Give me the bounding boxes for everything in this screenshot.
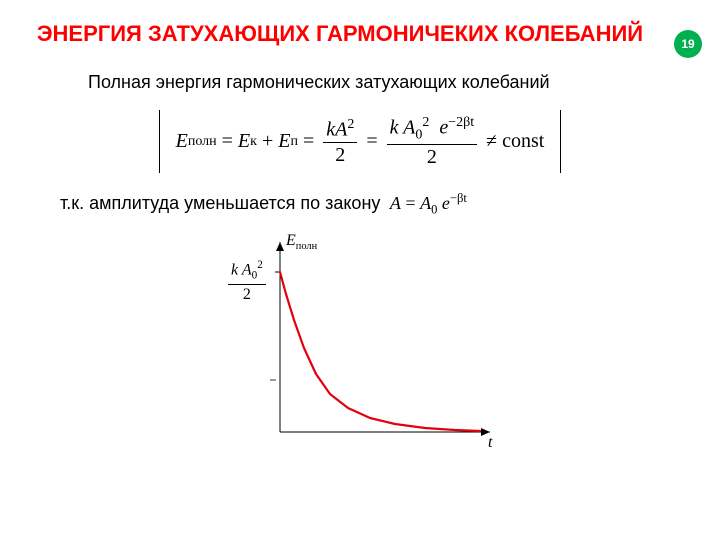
- neq-const: ≠ const: [486, 130, 544, 153]
- intro-text: Полная энергия гармонических затухающих …: [88, 72, 550, 92]
- x-axis-label: t: [488, 434, 492, 452]
- sub-full: полн: [188, 134, 217, 150]
- y-tick-label: k A02 2: [224, 260, 270, 303]
- page-title: ЭНЕРГИЯ ЗАТУХАЮЩИХ ГАРМОНИЧЕКИХ КОЛЕБАНИ…: [0, 20, 720, 48]
- amplitude-formula: A = A0 e−βt: [385, 193, 466, 213]
- sub-p: п: [290, 134, 298, 150]
- page-number-badge: 19: [674, 30, 702, 58]
- energy-decay-chart: Eполн k A02 2 t: [210, 232, 510, 462]
- frac-kA02e-over-2: k A02 e−2βt 2: [387, 116, 478, 168]
- sub-k: к: [250, 134, 257, 150]
- formula-box: Eполн = Eк + Eп = kA2 2 = k A02 e−2βt 2 …: [159, 110, 562, 174]
- intro-paragraph: Полная энергия гармонических затухающих …: [60, 70, 660, 94]
- amplitude-prefix: т.к. амплитуда уменьшается по закону: [60, 193, 380, 213]
- y-axis-label: Eполн: [286, 232, 317, 252]
- amplitude-line: т.к. амплитуда уменьшается по закону A =…: [60, 191, 660, 218]
- main-formula: Eполн = Eк + Eп = kA2 2 = k A02 e−2βt 2 …: [0, 110, 720, 174]
- frac-kA2-over-2: kA2 2: [323, 118, 357, 165]
